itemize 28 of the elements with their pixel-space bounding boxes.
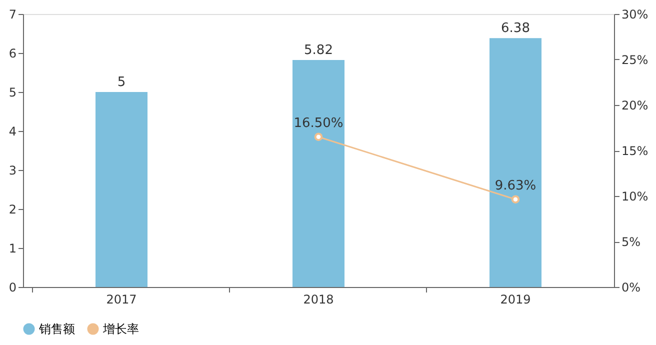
legend-label: 增长率 <box>102 322 139 336</box>
y-tick-label: 2 <box>8 202 16 216</box>
y-tick-label: 0 <box>8 280 16 294</box>
data-label: 16.50% <box>294 116 344 131</box>
bar <box>96 92 148 287</box>
y-tick-label: 6 <box>8 46 16 60</box>
y-tick-label: 5 <box>8 86 16 100</box>
y-tick-label: 3 <box>8 164 16 178</box>
x-tick-label: 2019 <box>500 292 531 306</box>
bar <box>490 38 542 287</box>
y2-tick-label: 15% <box>622 144 648 158</box>
y2-tick-label: 10% <box>622 190 648 204</box>
x-tick-label: 2018 <box>303 292 334 306</box>
data-label: 6.38 <box>501 21 530 36</box>
bar <box>292 60 344 287</box>
y2-tick-label: 0% <box>622 280 641 294</box>
data-label: 5 <box>117 75 126 90</box>
x-tick-label: 2017 <box>106 292 137 306</box>
y2-tick-label: 5% <box>622 235 641 249</box>
y2-tick-label: 20% <box>622 98 648 112</box>
data-label: 5.82 <box>304 43 333 58</box>
y-tick-label: 7 <box>8 8 16 22</box>
y-tick-label: 1 <box>8 242 16 256</box>
data-label: 9.63% <box>494 178 536 194</box>
y-tick-label: 4 <box>8 124 16 138</box>
y2-tick-label: 25% <box>622 53 648 67</box>
legend-label: 销售额 <box>38 322 75 336</box>
y2-tick-label: 30% <box>622 8 648 22</box>
